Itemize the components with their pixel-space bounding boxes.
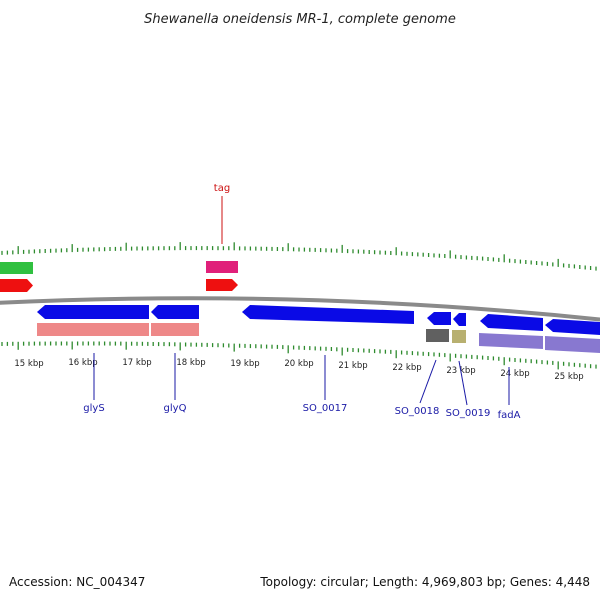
scale-label-18: 18 kbp [176,358,205,368]
SO_0017-gene-feature[interactable] [242,305,414,324]
glyS-gene-feature[interactable] [37,305,149,319]
accession-text: Accession: NC_004347 [9,575,145,589]
left-red-feature[interactable] [0,279,33,292]
tag-gene-label[interactable]: tag [214,183,230,194]
left-green-feature[interactable] [0,262,33,274]
SO_0018-gene-feature[interactable] [427,312,451,325]
right-slate-feature[interactable] [545,336,600,353]
scale-label-16: 16 kbp [68,358,97,368]
SO_0017-gene-label[interactable]: SO_0017 [303,403,348,414]
scale-label-20: 20 kbp [284,359,313,369]
SO_0019-gene-label[interactable]: SO_0019 [446,408,491,419]
scale-label-24: 24 kbp [500,369,529,379]
scale-label-19: 19 kbp [230,359,259,369]
fadA-gene-label[interactable]: fadA [498,410,521,421]
glyQ-gene-feature[interactable] [151,305,199,319]
glyS-gene-label[interactable]: glyS [83,403,104,414]
scale-label-17: 17 kbp [122,358,151,368]
tag-pink-feature[interactable] [206,261,238,273]
SO_0018-gray-feature[interactable] [426,329,449,342]
topology-summary: Topology: circular; Length: 4,969,803 bp… [259,575,590,589]
map-title: Shewanella oneidensis MR-1, complete gen… [144,12,456,27]
scale-label-21: 21 kbp [338,361,367,371]
scale-label-25: 25 kbp [554,372,583,382]
fadA-slate-feature[interactable] [479,333,543,349]
genome-backbone [0,296,600,322]
upper-tick-marks [1,242,597,271]
lower-tick-marks [1,341,597,370]
scale-label-22: 22 kbp [392,363,421,373]
glyQ-gene-label[interactable]: glyQ [164,403,187,414]
SO_0019-leader-line [458,360,468,406]
tag-red-feature[interactable] [206,279,238,291]
glyQ-salmon-feature[interactable] [151,323,199,336]
scale-label-15: 15 kbp [14,359,43,369]
SO_0018-gene-label[interactable]: SO_0018 [395,406,440,417]
glyS-salmon-feature[interactable] [37,323,149,336]
SO_0019-olive-feature[interactable] [452,330,466,343]
SO_0019-gene-feature[interactable] [453,313,466,326]
right-gene-feature[interactable] [545,319,600,335]
SO_0018-leader-line [419,359,437,404]
fadA-gene-feature[interactable] [480,314,543,331]
